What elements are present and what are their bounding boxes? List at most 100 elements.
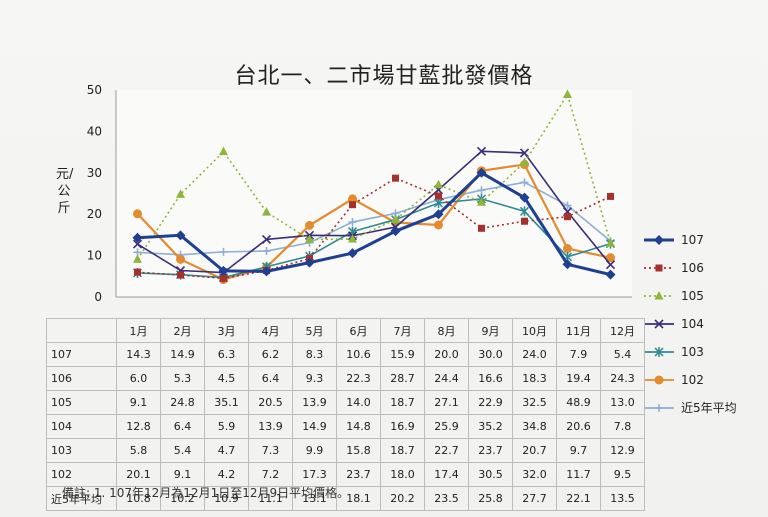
series-2-point: [477, 197, 486, 206]
table-cell: 22.1: [556, 486, 601, 511]
series-1-point: [177, 271, 184, 279]
series-2-point: [391, 214, 400, 224]
table-cell: 5.4: [600, 342, 645, 367]
table-cell: 35.1: [204, 390, 249, 415]
table-cell: 13.5: [600, 486, 645, 511]
table-cell: 9.7: [556, 438, 601, 463]
table-row: 103 5.8 5.4 4.7 7.3 9.9 15.8 18.7 22.7 23.7 20.7 9.…: [46, 438, 645, 463]
series-2-point: [176, 189, 185, 198]
series-line-0: [137, 170, 611, 277]
table-cell: 9.5: [600, 462, 645, 487]
table-cell: 10.8: [116, 486, 161, 511]
table-cell: 22.9: [468, 390, 513, 415]
series-1-point: [435, 192, 442, 200]
y-tick-label: 50: [87, 83, 102, 97]
x-tick-label: 9月: [468, 318, 513, 343]
table-cell: 28.7: [380, 366, 425, 391]
table-row-label: 107: [46, 342, 117, 367]
table-row-label: 102: [46, 462, 117, 487]
table-cell: 10.6: [336, 342, 381, 367]
legend-label: 近5年平均: [681, 401, 737, 415]
series-3-point: [519, 148, 530, 158]
series-3-point: [476, 146, 487, 156]
table-cell: 7.2: [248, 462, 293, 487]
table-cell: 20.2: [380, 486, 425, 511]
y-tick-label: 40: [87, 124, 102, 138]
table-cell: 6.4: [160, 414, 205, 439]
x-tick-label: 3月: [204, 318, 249, 343]
table-cell: 27.1: [424, 390, 469, 415]
table-cell: 9.1: [116, 390, 161, 415]
table-cell: 13.9: [292, 390, 337, 415]
legend-label: 106: [681, 261, 704, 275]
table-cell: 35.2: [468, 414, 513, 439]
series-2-point: [606, 238, 615, 247]
legend-marker-4: [654, 347, 664, 357]
table-row-label: 近5年平均: [46, 486, 117, 511]
series-1-point: [392, 174, 399, 182]
table-cell: 12.9: [600, 438, 645, 463]
series-3-point: [605, 260, 616, 270]
legend-label: 102: [681, 373, 704, 387]
series-1-point: [220, 274, 227, 282]
series-2-point: [563, 89, 572, 99]
table-cell: 11.1: [248, 486, 293, 511]
series-3-point: [261, 234, 272, 245]
table-cell: 13.1: [292, 486, 337, 511]
table-cell: 4.2: [204, 462, 249, 487]
table-cell: 34.8: [512, 414, 557, 439]
series-0-point: [390, 226, 401, 237]
table-cell: 22.7: [424, 438, 469, 463]
table-cell: 5.4: [160, 438, 205, 463]
series-6-point: [563, 201, 572, 210]
table-cell: 7.3: [248, 438, 293, 463]
series-2-point: [305, 234, 314, 243]
series-0-point: [304, 257, 315, 268]
table-cell: 25.9: [424, 414, 469, 439]
legend-label: 103: [681, 345, 704, 359]
table-cell: 6.0: [116, 366, 161, 391]
table-cell: 23.7: [468, 438, 513, 463]
table-cell: 10.2: [160, 486, 205, 511]
table-cell: 24.0: [512, 342, 557, 367]
series-5-point: [563, 244, 572, 254]
table-cell: 4.5: [204, 366, 249, 391]
series-line-6: [137, 181, 612, 256]
series-0-point: [218, 265, 229, 276]
x-tick-label: 4月: [248, 318, 293, 343]
table-cell: 20.5: [248, 390, 293, 415]
series-2-point: [262, 207, 271, 216]
series-0-point: [433, 209, 444, 220]
x-tick-label: 2月: [160, 318, 205, 343]
series-line-5: [136, 163, 611, 281]
series-5-point: [176, 254, 185, 264]
y-axis-label: 元/公斤: [56, 167, 74, 216]
y-tick-label: 30: [87, 166, 102, 180]
series-6-point: [520, 178, 529, 187]
table-cell: 14.0: [336, 390, 381, 415]
table-cell: 9.3: [292, 366, 337, 391]
x-tick-label: 12月: [600, 318, 645, 343]
table-cell: 32.5: [512, 390, 557, 415]
series-6-point: [219, 247, 228, 256]
series-3-point: [132, 239, 143, 249]
table-cell: 13.0: [600, 390, 645, 415]
series-1-point: [564, 213, 571, 221]
legend-marker-2: [654, 291, 664, 300]
table-row-label: 105: [46, 390, 117, 415]
series-0-point: [605, 269, 616, 280]
table-cell: 6.4: [248, 366, 293, 391]
table-cell: 12.8: [116, 414, 161, 439]
chart-title: 台北一、二市場甘藍批發價格: [234, 64, 534, 89]
table-cell: 24.8: [160, 390, 205, 415]
table-row: 近5年平均 10.8 10.2 10.9 11.1 13.1 18.1 20.2 23.5 25.…: [46, 486, 645, 511]
data-table: 1月 2月 3月 4月 5月 6月 7月 8月 9月 10月 11月 12月 107 14.3 14.9 6.…: [46, 318, 645, 511]
series-5-point: [133, 209, 142, 219]
legend-label: 105: [681, 289, 704, 303]
table-cell: 18.3: [512, 366, 557, 391]
legend-marker-1: [655, 264, 663, 272]
series-1-point: [521, 217, 528, 225]
table-cell: 7.9: [556, 342, 601, 367]
table-cell: 13.9: [248, 414, 293, 439]
table-cell: 17.3: [292, 462, 337, 487]
